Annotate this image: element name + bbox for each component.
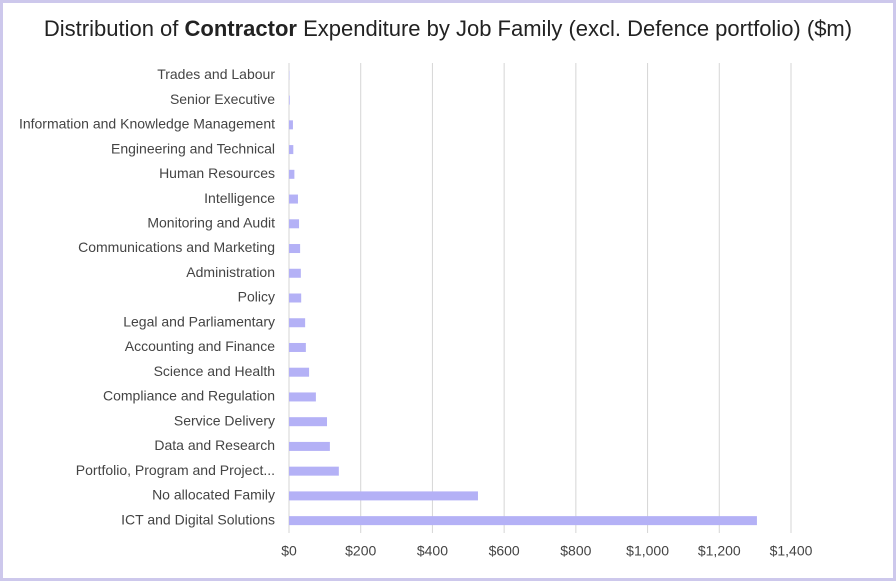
bar xyxy=(289,491,478,500)
y-tick-label: Portfolio, Program and Project... xyxy=(76,462,275,478)
y-tick-label: Trades and Labour xyxy=(157,66,275,82)
bar xyxy=(289,392,316,401)
bar xyxy=(289,294,301,303)
y-tick-label: No allocated Family xyxy=(152,487,275,503)
y-tick-label: Accounting and Finance xyxy=(125,338,275,354)
bar xyxy=(289,145,293,154)
y-tick-label: Senior Executive xyxy=(170,91,275,107)
bar xyxy=(289,170,294,179)
x-tick-label: $600 xyxy=(489,543,520,559)
y-tick-label: Engineering and Technical xyxy=(111,140,275,156)
x-tick-label: $800 xyxy=(560,543,591,559)
title-part: Expenditure by Job Family (excl. Defence… xyxy=(297,16,852,41)
bar xyxy=(289,219,299,228)
y-tick-label: Compliance and Regulation xyxy=(103,388,275,404)
bar xyxy=(289,244,300,253)
bar xyxy=(289,318,305,327)
x-tick-label: $400 xyxy=(417,543,448,559)
y-tick-label: Service Delivery xyxy=(174,412,275,428)
bar xyxy=(289,516,757,525)
x-tick-label: $1,200 xyxy=(698,543,741,559)
bar xyxy=(289,343,306,352)
y-tick-label: Data and Research xyxy=(154,437,275,453)
bar xyxy=(289,417,327,426)
y-tick-label: Policy xyxy=(238,289,275,305)
chart-title: Distribution of Contractor Expenditure b… xyxy=(44,16,852,41)
y-tick-label: Monitoring and Audit xyxy=(147,214,275,230)
y-tick-label: Administration xyxy=(186,264,275,280)
bar xyxy=(289,368,309,377)
title-part: Distribution of xyxy=(44,16,185,41)
y-tick-label: Information and Knowledge Management xyxy=(19,116,275,132)
bar xyxy=(289,195,298,204)
x-tick-label: $200 xyxy=(345,543,376,559)
bar xyxy=(289,467,339,476)
bar xyxy=(289,442,330,451)
x-tick-label: $1,000 xyxy=(626,543,669,559)
y-tick-label: Science and Health xyxy=(154,363,275,379)
y-tick-label: ICT and Digital Solutions xyxy=(121,511,275,527)
bar xyxy=(289,96,290,105)
y-tick-label: Communications and Marketing xyxy=(78,239,275,255)
y-tick-label: Intelligence xyxy=(204,190,275,206)
x-tick-label: $1,400 xyxy=(770,543,813,559)
chart: Distribution of Contractor Expenditure b… xyxy=(3,3,893,578)
bar xyxy=(289,269,301,278)
y-tick-label: Legal and Parliamentary xyxy=(123,313,275,329)
bar xyxy=(289,120,293,129)
title-part: Contractor xyxy=(185,16,298,41)
x-tick-label: $0 xyxy=(281,543,297,559)
y-tick-label: Human Resources xyxy=(159,165,275,181)
